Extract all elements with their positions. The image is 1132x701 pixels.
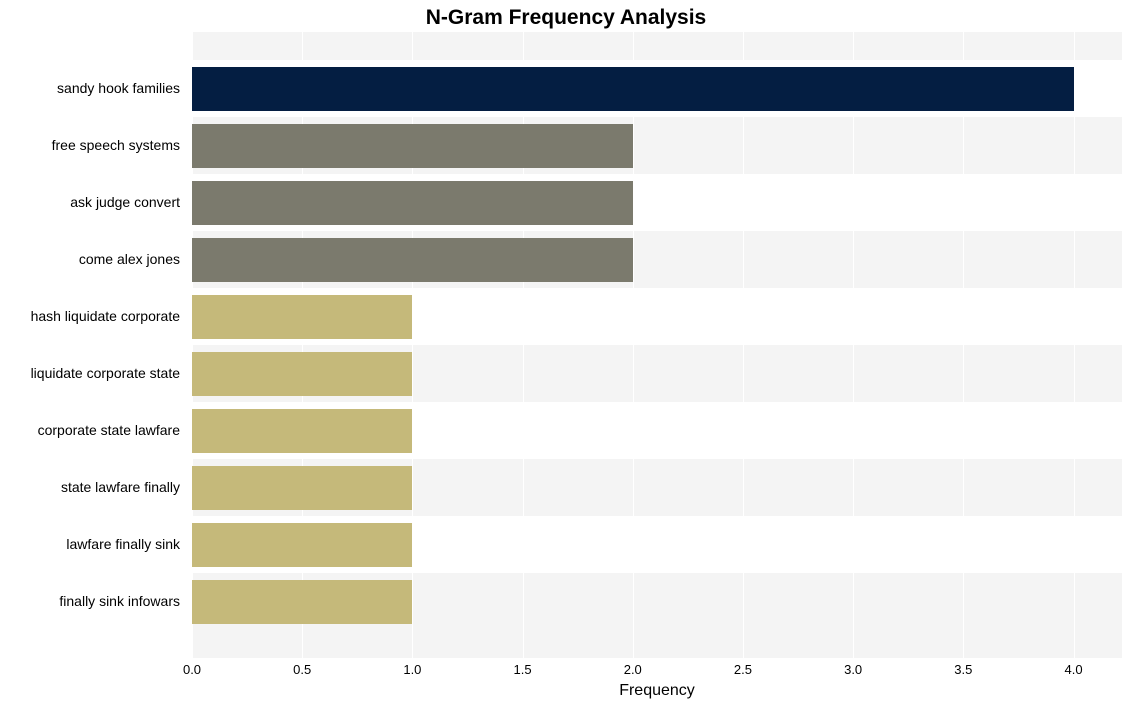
y-tick-label: lawfare finally sink [0, 516, 186, 573]
x-tick-label: 1.5 [514, 662, 532, 677]
table-row: hash liquidate corporate [192, 288, 1122, 345]
bar [192, 580, 412, 624]
y-tick-label: sandy hook families [0, 60, 186, 117]
row-spacer [192, 32, 1122, 60]
x-tick-label: 1.0 [403, 662, 421, 677]
table-row: lawfare finally sink [192, 516, 1122, 573]
y-tick-label: state lawfare finally [0, 459, 186, 516]
y-tick-label: hash liquidate corporate [0, 288, 186, 345]
y-tick-label: come alex jones [0, 231, 186, 288]
gridline [853, 32, 854, 658]
x-axis-label: Frequency [192, 682, 1122, 700]
gridline [743, 32, 744, 658]
gridline [963, 32, 964, 658]
y-tick-label: ask judge convert [0, 174, 186, 231]
bar [192, 181, 633, 225]
table-row: state lawfare finally [192, 459, 1122, 516]
chart-title: N-Gram Frequency Analysis [0, 6, 1132, 30]
x-tick-label: 4.0 [1064, 662, 1082, 677]
bar [192, 523, 412, 567]
y-tick-label: liquidate corporate state [0, 345, 186, 402]
x-tick-label: 3.5 [954, 662, 972, 677]
bar [192, 409, 412, 453]
table-row: finally sink infowars [192, 573, 1122, 630]
table-row: liquidate corporate state [192, 345, 1122, 402]
table-row: come alex jones [192, 231, 1122, 288]
x-tick-label: 2.0 [624, 662, 642, 677]
bar [192, 352, 412, 396]
plot-area: sandy hook familiesfree speech systemsas… [192, 32, 1122, 658]
ngram-chart: N-Gram Frequency Analysis sandy hook fam… [0, 0, 1132, 701]
x-tick-label: 0.5 [293, 662, 311, 677]
bar [192, 67, 1074, 111]
table-row: corporate state lawfare [192, 402, 1122, 459]
bar [192, 295, 412, 339]
gridline [1074, 32, 1075, 658]
table-row: free speech systems [192, 117, 1122, 174]
x-tick-label: 3.0 [844, 662, 862, 677]
row-spacer [192, 630, 1122, 658]
bar [192, 238, 633, 282]
table-row: sandy hook families [192, 60, 1122, 117]
bar [192, 466, 412, 510]
table-row: ask judge convert [192, 174, 1122, 231]
gridline [633, 32, 634, 658]
x-tick-label: 2.5 [734, 662, 752, 677]
bar [192, 124, 633, 168]
y-tick-label: free speech systems [0, 117, 186, 174]
x-tick-label: 0.0 [183, 662, 201, 677]
y-tick-label: finally sink infowars [0, 573, 186, 630]
y-tick-label: corporate state lawfare [0, 402, 186, 459]
